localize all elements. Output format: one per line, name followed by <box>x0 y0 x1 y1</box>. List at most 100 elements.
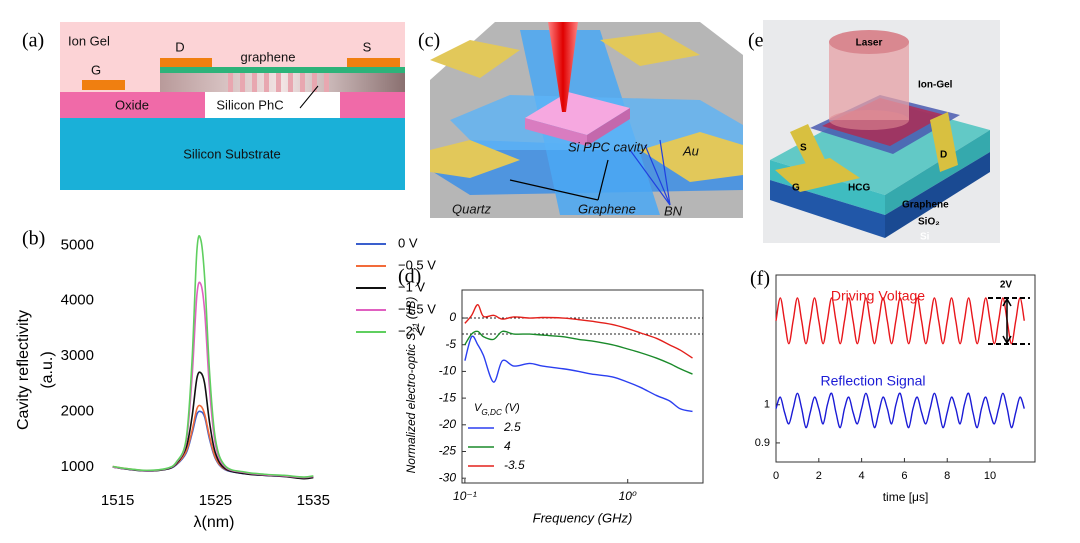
x-tick-label: 10⁰ <box>619 489 637 503</box>
label: Silicon PhC <box>216 97 283 112</box>
label-sub: G,DC <box>481 408 502 417</box>
legend-label: −1.5 V <box>398 301 436 316</box>
x-tick-label: 0 <box>773 470 779 482</box>
label: Graphene <box>902 200 949 211</box>
diagram-e: Laser Ion-Gel S D G HCG Graphene SiO₂ Si <box>763 20 1000 243</box>
gold-pad <box>640 132 743 182</box>
x-tick-label: 10⁻¹ <box>453 489 477 503</box>
legend-label: 0 V <box>398 235 418 250</box>
x-tick-label: 8 <box>944 470 950 482</box>
y-tick-label: -10 <box>439 364 457 378</box>
series-line <box>112 235 314 478</box>
legend-label: −1 V <box>398 279 425 294</box>
series-label: Driving Voltage <box>831 288 925 304</box>
label: Au <box>682 143 699 158</box>
label: BN <box>664 203 683 218</box>
y-tick-label: -25 <box>439 444 457 458</box>
label-sub: 21 <box>411 323 421 334</box>
panel-label: (b) <box>22 228 45 250</box>
label: SiO₂ <box>918 217 940 228</box>
x-tick-label: 1535 <box>297 492 330 509</box>
plot-frame <box>775 274 1036 463</box>
y-tick-label: 5000 <box>61 236 94 253</box>
cavity-side <box>525 118 587 146</box>
series-line <box>464 330 693 375</box>
legend-label: −0.5 V <box>398 257 436 272</box>
gold-pad <box>600 32 700 66</box>
x-axis-label: Frequency (GHz) <box>533 510 633 525</box>
label: D <box>175 39 184 54</box>
y-tick-label: -20 <box>439 417 457 431</box>
label: graphene <box>241 49 296 64</box>
legend-label: 2.5 <box>503 420 521 434</box>
label: S <box>800 143 807 154</box>
y-axis-label: (a.u.) <box>39 351 56 388</box>
silicon-side <box>770 180 885 238</box>
y-tick-label: 0.9 <box>755 437 770 449</box>
label: Si PPC cavity <box>568 139 648 154</box>
label: G <box>91 62 101 77</box>
legend-label: -3.5 <box>504 458 525 472</box>
y-tick-label: 3000 <box>61 347 94 364</box>
label: S <box>363 39 372 54</box>
pointers <box>629 139 671 206</box>
label-part: V <box>474 402 483 414</box>
gold-pad <box>430 140 520 178</box>
y-axis-label: Normalized electro-optic S21 (dB) <box>404 297 421 474</box>
gate-electrode <box>82 80 125 90</box>
label: Silicon Substrate <box>183 146 281 161</box>
label-part: (dB) <box>404 297 418 323</box>
arrow-head <box>1002 297 1012 345</box>
y-tick-label: -15 <box>439 390 457 404</box>
y-axis-label: Cavity reflectivity <box>15 310 32 430</box>
legend-label: 4 <box>504 439 511 453</box>
label: Quartz <box>452 201 492 216</box>
laser-cylinder <box>829 42 909 120</box>
x-tick-label: 1525 <box>199 492 232 509</box>
panel-label: (f) <box>750 268 770 290</box>
x-tick-label: 10 <box>984 470 996 482</box>
x-tick-label: 4 <box>859 470 865 482</box>
label: Oxide <box>115 97 149 112</box>
oxide-layer <box>60 92 205 118</box>
silicon-slab <box>160 73 405 92</box>
label: Laser <box>856 38 883 49</box>
label: Ion-Gel <box>918 80 953 91</box>
label: Graphene <box>578 201 636 216</box>
laser-beam <box>548 22 578 112</box>
panel-label: (c) <box>418 30 440 52</box>
diagram-c: Si PPC cavity Au Quartz Graphene BN <box>430 22 743 218</box>
pointer <box>299 85 319 109</box>
panel-label: (d) <box>398 266 421 288</box>
diagram-a: Ion Gel G D graphene S Oxide Silicon PhC… <box>60 22 405 190</box>
silicon-side <box>885 152 990 238</box>
label: Ion Gel <box>68 33 110 48</box>
drain-electrode <box>160 58 212 67</box>
graphene-sheet <box>160 67 405 73</box>
x-tick-label: 1515 <box>101 492 134 509</box>
y-tick-label: 0 <box>449 310 456 324</box>
pointers <box>509 159 609 201</box>
series-line <box>775 392 1025 429</box>
y-tick-label: -5 <box>445 337 456 351</box>
panel-label: (a) <box>22 30 44 52</box>
laser-base <box>829 110 909 130</box>
gold-pad <box>430 40 520 78</box>
oxide-side <box>885 130 990 215</box>
label-part: (V) <box>502 402 520 414</box>
phc-gap <box>205 92 340 118</box>
legend-label: −2 V <box>398 323 425 338</box>
plot-frame <box>461 289 704 484</box>
series-label: Reflection Signal <box>820 373 925 389</box>
y-tick-label: 1000 <box>61 458 94 475</box>
legend-title: VG,DC (V) <box>474 402 520 417</box>
cavity-side <box>587 108 630 146</box>
source-electrode <box>347 58 400 67</box>
oxide-layer <box>340 92 405 118</box>
series-line <box>464 335 693 413</box>
label: Si <box>920 232 930 243</box>
series-line <box>464 303 693 359</box>
series-line <box>775 297 1025 345</box>
label: D <box>940 150 947 161</box>
